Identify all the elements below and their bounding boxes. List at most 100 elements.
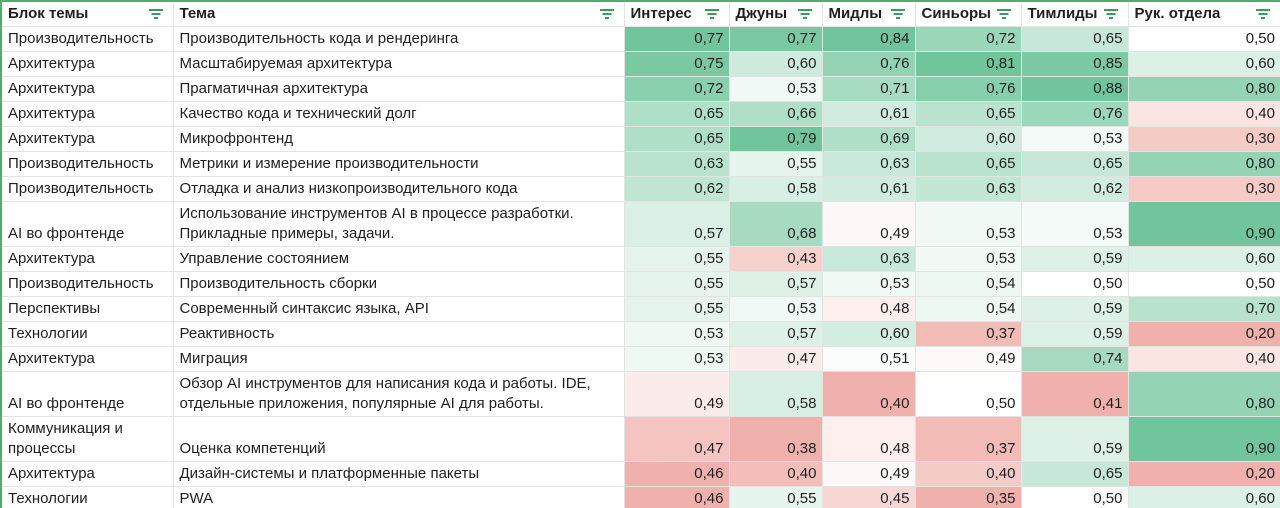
cell-interest[interactable]: 0,53	[623, 321, 730, 347]
cell-topic[interactable]: PWA	[172, 486, 625, 508]
cell-topic[interactable]: Обзор AI инструментов для написания кода…	[172, 371, 625, 417]
cell-interest[interactable]: 0,55	[623, 246, 730, 272]
cell-topic[interactable]: Дизайн-системы и платформенные пакеты	[172, 461, 625, 487]
cell-seniors[interactable]: 0,37	[914, 321, 1022, 347]
cell-seniors[interactable]: 0,76	[914, 76, 1022, 102]
cell-topic[interactable]: Современный синтаксис языка, API	[172, 296, 625, 322]
cell-teamleads[interactable]: 0,53	[1020, 126, 1129, 152]
cell-seniors[interactable]: 0,40	[914, 461, 1022, 487]
cell-seniors[interactable]: 0,53	[914, 246, 1022, 272]
cell-block[interactable]: AI во фронтенде	[0, 371, 174, 417]
cell-interest[interactable]: 0,53	[623, 346, 730, 372]
filter-icon[interactable]	[797, 9, 812, 19]
header-block[interactable]: Блок темы	[0, 0, 174, 27]
cell-block[interactable]: AI во фронтенде	[0, 201, 174, 247]
cell-teamleads[interactable]: 0,65	[1020, 151, 1129, 177]
cell-juniors[interactable]: 0,68	[728, 201, 823, 247]
cell-block[interactable]: Архитектура	[0, 76, 174, 102]
cell-seniors[interactable]: 0,54	[914, 296, 1022, 322]
cell-topic[interactable]: Производительность сборки	[172, 271, 625, 297]
cell-middles[interactable]: 0,76	[821, 51, 916, 77]
cell-seniors[interactable]: 0,49	[914, 346, 1022, 372]
cell-heads[interactable]: 0,90	[1127, 416, 1280, 462]
cell-block[interactable]: Производительность	[0, 176, 174, 202]
cell-seniors[interactable]: 0,65	[914, 151, 1022, 177]
cell-juniors[interactable]: 0,79	[728, 126, 823, 152]
cell-teamleads[interactable]: 0,59	[1020, 416, 1129, 462]
cell-middles[interactable]: 0,61	[821, 101, 916, 127]
cell-topic[interactable]: Прагматичная архитектура	[172, 76, 625, 102]
cell-block[interactable]: Производительность	[0, 26, 174, 52]
cell-interest[interactable]: 0,65	[623, 126, 730, 152]
cell-block[interactable]: Перспективы	[0, 296, 174, 322]
cell-teamleads[interactable]: 0,41	[1020, 371, 1129, 417]
cell-heads[interactable]: 0,80	[1127, 371, 1280, 417]
cell-interest[interactable]: 0,46	[623, 486, 730, 508]
cell-heads[interactable]: 0,60	[1127, 486, 1280, 508]
cell-teamleads[interactable]: 0,50	[1020, 271, 1129, 297]
cell-juniors[interactable]: 0,38	[728, 416, 823, 462]
cell-heads[interactable]: 0,20	[1127, 461, 1280, 487]
header-topic[interactable]: Тема	[172, 0, 625, 27]
header-middles[interactable]: Мидлы	[821, 0, 916, 27]
cell-teamleads[interactable]: 0,59	[1020, 296, 1129, 322]
cell-juniors[interactable]: 0,53	[728, 76, 823, 102]
cell-block[interactable]: Технологии	[0, 321, 174, 347]
filter-icon[interactable]	[1256, 9, 1270, 19]
cell-heads[interactable]: 0,40	[1127, 101, 1280, 127]
cell-middles[interactable]: 0,69	[821, 126, 916, 152]
cell-heads[interactable]: 0,40	[1127, 346, 1280, 372]
cell-block[interactable]: Архитектура	[0, 51, 174, 77]
cell-heads[interactable]: 0,90	[1127, 201, 1280, 247]
cell-seniors[interactable]: 0,63	[914, 176, 1022, 202]
cell-juniors[interactable]: 0,55	[728, 151, 823, 177]
cell-heads[interactable]: 0,80	[1127, 76, 1280, 102]
cell-block[interactable]: Коммуникация и процессы	[0, 416, 174, 462]
cell-block[interactable]: Производительность	[0, 151, 174, 177]
cell-juniors[interactable]: 0,57	[728, 271, 823, 297]
cell-juniors[interactable]: 0,77	[728, 26, 823, 52]
cell-juniors[interactable]: 0,66	[728, 101, 823, 127]
cell-teamleads[interactable]: 0,65	[1020, 26, 1129, 52]
filter-icon[interactable]	[1103, 9, 1118, 19]
header-teamleads[interactable]: Тимлиды	[1020, 0, 1129, 27]
cell-topic[interactable]: Оценка компетенций	[172, 416, 625, 462]
cell-teamleads[interactable]: 0,85	[1020, 51, 1129, 77]
cell-interest[interactable]: 0,65	[623, 101, 730, 127]
cell-seniors[interactable]: 0,81	[914, 51, 1022, 77]
cell-middles[interactable]: 0,49	[821, 201, 916, 247]
cell-heads[interactable]: 0,50	[1127, 26, 1280, 52]
cell-juniors[interactable]: 0,58	[728, 176, 823, 202]
cell-seniors[interactable]: 0,53	[914, 201, 1022, 247]
cell-teamleads[interactable]: 0,59	[1020, 246, 1129, 272]
cell-interest[interactable]: 0,77	[623, 26, 730, 52]
cell-topic[interactable]: Масштабируемая архитектура	[172, 51, 625, 77]
cell-seniors[interactable]: 0,50	[914, 371, 1022, 417]
cell-middles[interactable]: 0,61	[821, 176, 916, 202]
cell-seniors[interactable]: 0,37	[914, 416, 1022, 462]
cell-heads[interactable]: 0,50	[1127, 271, 1280, 297]
cell-topic[interactable]: Метрики и измерение производительности	[172, 151, 625, 177]
cell-juniors[interactable]: 0,47	[728, 346, 823, 372]
cell-middles[interactable]: 0,53	[821, 271, 916, 297]
cell-middles[interactable]: 0,84	[821, 26, 916, 52]
header-seniors[interactable]: Синьоры	[914, 0, 1022, 27]
cell-middles[interactable]: 0,63	[821, 151, 916, 177]
cell-heads[interactable]: 0,60	[1127, 246, 1280, 272]
cell-topic[interactable]: Производительность кода и рендеринга	[172, 26, 625, 52]
filter-icon[interactable]	[890, 9, 905, 19]
cell-teamleads[interactable]: 0,59	[1020, 321, 1129, 347]
cell-interest[interactable]: 0,49	[623, 371, 730, 417]
cell-interest[interactable]: 0,55	[623, 271, 730, 297]
cell-juniors[interactable]: 0,40	[728, 461, 823, 487]
filter-icon[interactable]	[996, 9, 1011, 19]
cell-seniors[interactable]: 0,60	[914, 126, 1022, 152]
cell-middles[interactable]: 0,48	[821, 296, 916, 322]
cell-seniors[interactable]: 0,72	[914, 26, 1022, 52]
cell-juniors[interactable]: 0,60	[728, 51, 823, 77]
cell-middles[interactable]: 0,45	[821, 486, 916, 508]
header-interest[interactable]: Интерес	[623, 0, 730, 27]
cell-block[interactable]: Архитектура	[0, 346, 174, 372]
cell-block[interactable]: Архитектура	[0, 246, 174, 272]
cell-heads[interactable]: 0,30	[1127, 176, 1280, 202]
